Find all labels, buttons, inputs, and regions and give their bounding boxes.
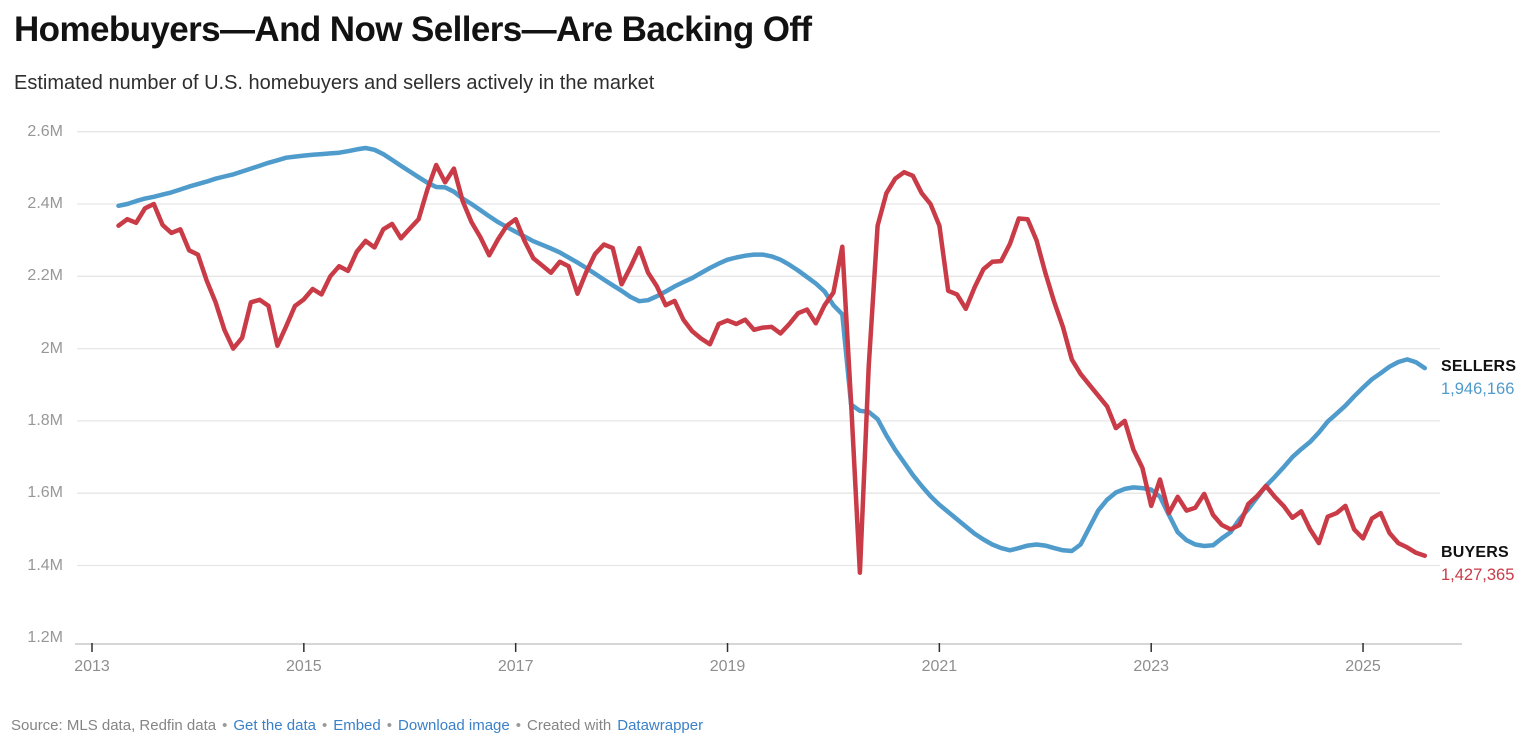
y-axis-label: 1.8M	[27, 411, 63, 429]
y-axis-label: 2.4M	[27, 195, 63, 212]
x-axis-label: 2013	[74, 658, 110, 675]
x-axis-label: 2021	[921, 658, 958, 675]
x-axis-label: 2023	[1133, 658, 1169, 675]
x-axis-label: 2017	[497, 658, 534, 675]
footer-embed-link[interactable]: Embed	[333, 717, 381, 734]
footer-download-image-link[interactable]: Download image	[398, 717, 510, 734]
footer-separator: •	[386, 717, 393, 734]
buyers-line	[116, 162, 1428, 575]
footer-separator: •	[222, 717, 228, 734]
series-label-sellers: SELLERS 1,946,166	[1441, 358, 1516, 399]
series-label-buyers: BUYERS 1,427,365	[1441, 544, 1514, 585]
buyers-latest-value: 1,427,365	[1441, 566, 1515, 584]
buyers-series-name: BUYERS	[1441, 544, 1509, 561]
sellers-latest-value: 1,946,166	[1441, 380, 1515, 398]
footer-source-text: Source: MLS data, Redfin data	[11, 717, 217, 734]
y-axis-label: 1.6M	[27, 484, 63, 502]
y-axis-label: 1.4M	[27, 556, 63, 574]
footer-created-with-text: Created with	[527, 717, 612, 734]
chart-subtitle: Estimated number of U.S. homebuyers and …	[14, 72, 655, 94]
x-axis-label: 2025	[1345, 658, 1381, 675]
y-axis-label: 2M	[40, 339, 63, 357]
footer-get-the-data-link[interactable]: Get the data	[233, 717, 316, 734]
footer-separator: •	[321, 717, 328, 734]
x-axis-label: 2015	[286, 658, 322, 675]
footer: Source: MLS data, Redfin data • Get the da…	[11, 717, 709, 734]
page-title: Homebuyers—And Now Sellers—Are Backing O…	[14, 10, 812, 49]
x-axis-label: 2019	[709, 658, 746, 675]
footer-datawrapper-link[interactable]: Datawrapper	[617, 717, 704, 734]
y-axis-label: 2.6M	[27, 122, 63, 140]
sellers-line	[116, 145, 1428, 554]
y-axis-label: 1.2M	[27, 628, 63, 646]
footer-separator: •	[515, 717, 522, 734]
sellers-series-name: SELLERS	[1441, 358, 1517, 375]
y-axis-label: 2.2M	[27, 267, 63, 285]
